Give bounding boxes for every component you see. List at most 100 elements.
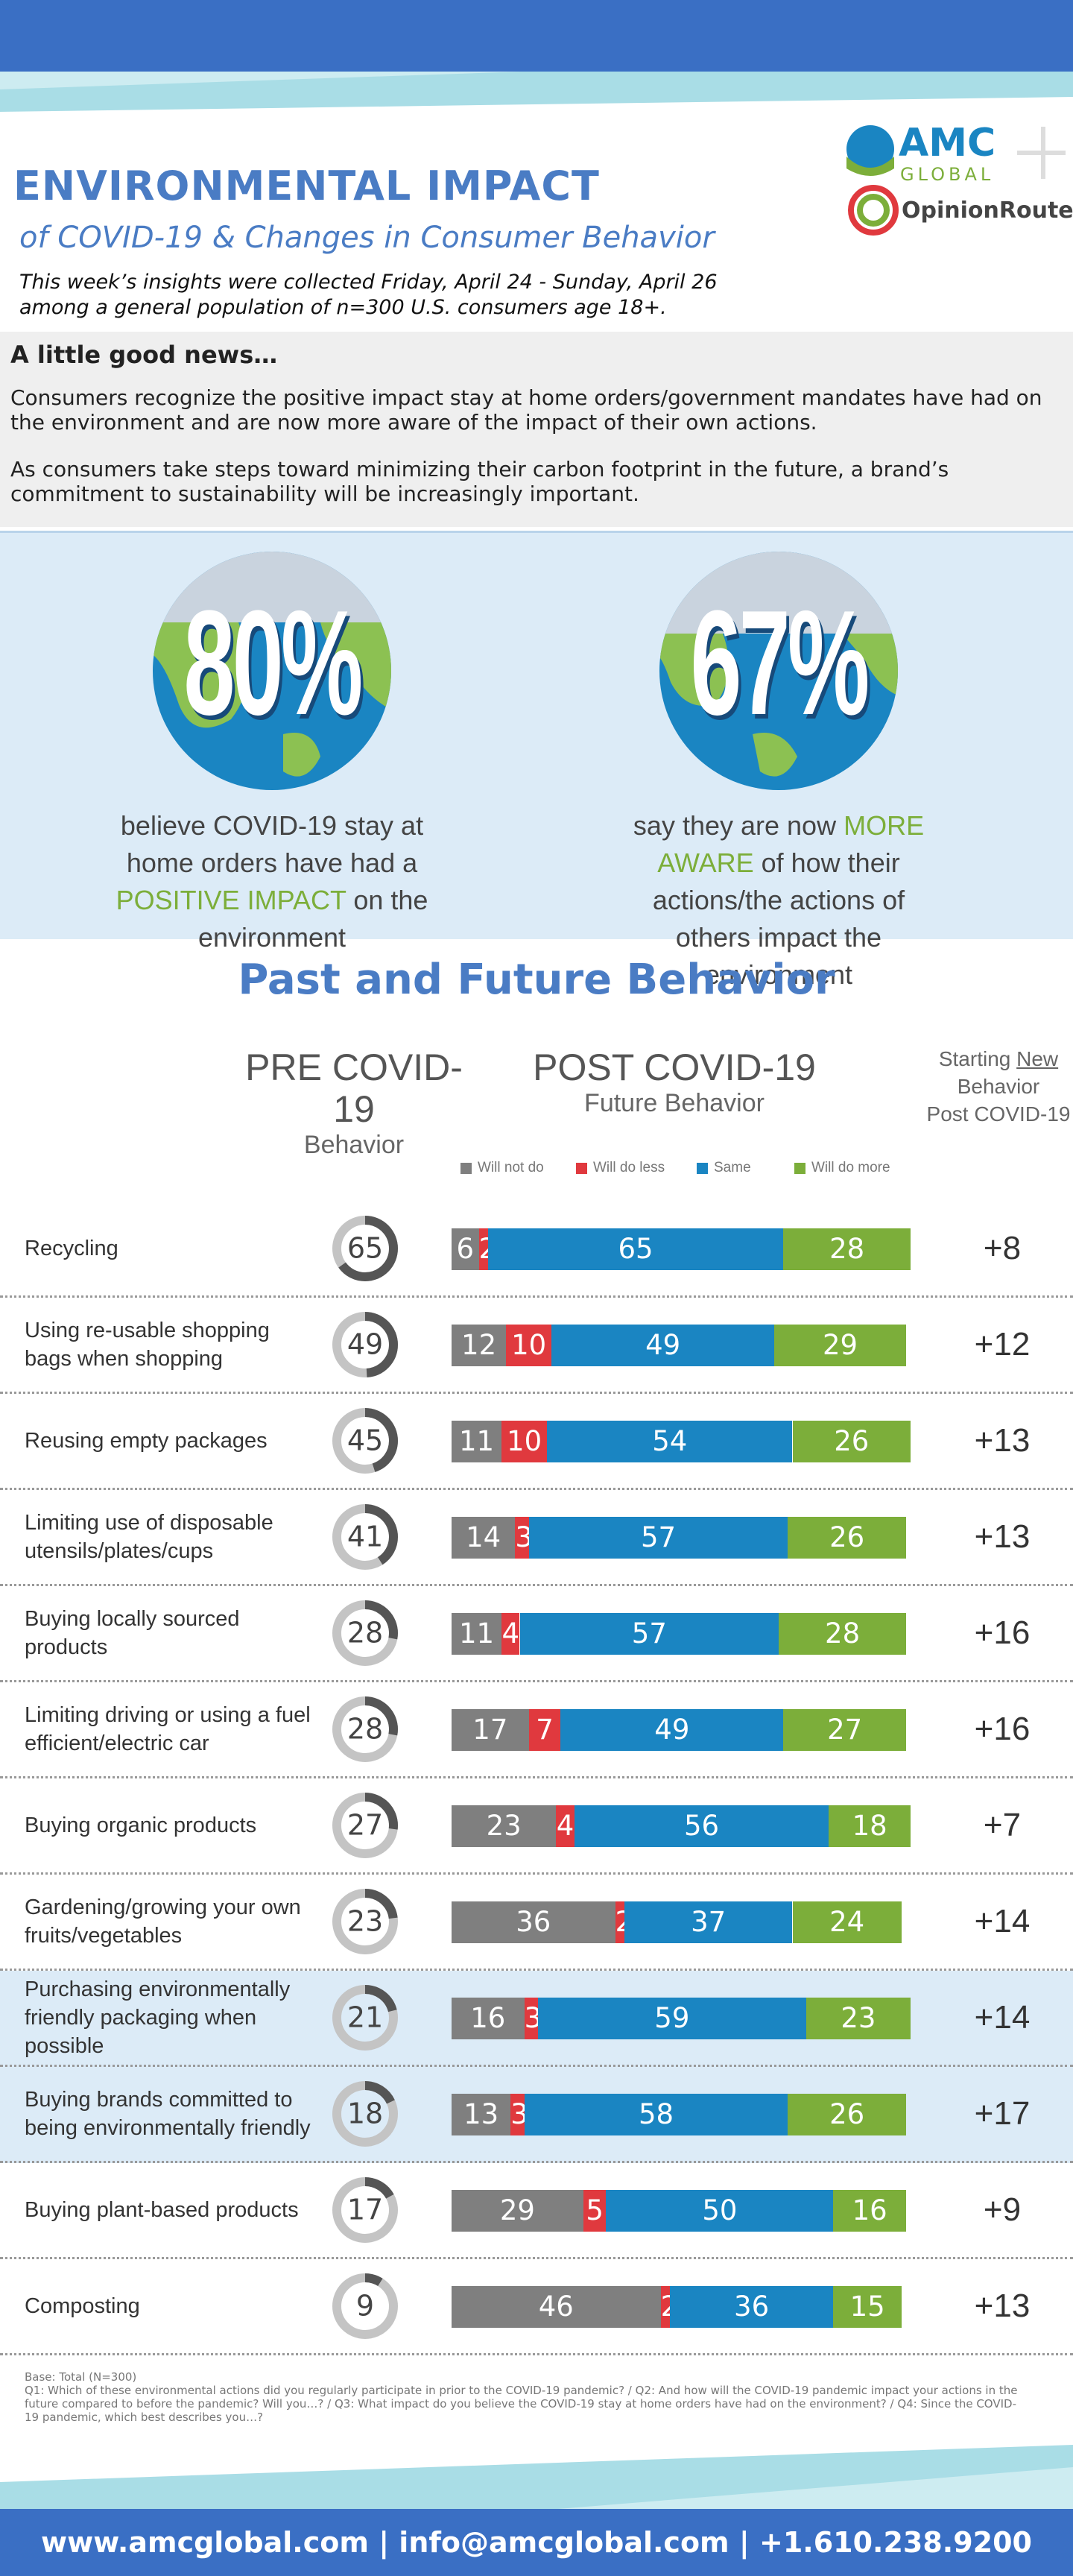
- stat: 67% say they are now MORE AWARE of how t…: [570, 533, 987, 990]
- bar-label: 3: [515, 1521, 533, 1553]
- donut: 27: [332, 1793, 398, 1858]
- logo-amc: AMC: [899, 121, 996, 165]
- bar-segment: [624, 1901, 793, 1943]
- bar-label: 59: [654, 2002, 690, 2034]
- bar-segment: [528, 1517, 788, 1559]
- category-label: Buying brands committed to being environ…: [25, 2088, 311, 2140]
- logo: AMC GLOBAL OpinionRoute: [842, 119, 1073, 239]
- bar-segment: [510, 2094, 525, 2135]
- bar-label: 4: [556, 1810, 575, 1842]
- starting-new-value: +16: [974, 1614, 1031, 1651]
- bar-segment: [547, 1421, 793, 1462]
- bar-label: 28: [825, 1617, 861, 1650]
- starting-new-value: +13: [974, 2288, 1031, 2324]
- bar-label: 10: [511, 1329, 547, 1361]
- bar-segment: [452, 1613, 502, 1655]
- bar-label: 58: [638, 2098, 674, 2130]
- bar-label: 65: [618, 1233, 653, 1265]
- donut-label: 28: [347, 1713, 383, 1746]
- donut-label: 9: [356, 2290, 374, 2323]
- bar-segment: [519, 1613, 779, 1655]
- legend-item: Will do less: [576, 1160, 665, 1176]
- header-sub: Behavior: [303, 1131, 405, 1159]
- donut: 23: [332, 1889, 398, 1954]
- legend-swatch: [460, 1162, 472, 1174]
- bar-segment: [452, 1228, 479, 1270]
- bar-segment: [528, 1709, 561, 1751]
- post-header: POST COVID-19 Future Behavior: [525, 1046, 823, 1118]
- donut: 21: [332, 1985, 398, 2051]
- donut-arc: [332, 2273, 398, 2339]
- bar-segment: [792, 1901, 902, 1943]
- subtitle: of COVID-19 & Changes in Consumer Behavi…: [19, 221, 715, 255]
- row: Gardening/growing your own fruits/vegeta…: [0, 1875, 1073, 1971]
- header-line: Starting New: [924, 1045, 1073, 1073]
- row: Recycling 65 62 65 28 +8: [0, 1202, 1073, 1298]
- donut-arc: [332, 1216, 398, 1281]
- footnote-line: Base: Total (N=300): [25, 2370, 137, 2384]
- donut-label: 18: [347, 2097, 383, 2130]
- bar-label: 49: [645, 1329, 681, 1361]
- category-label: Purchasing environmentally friendly pack…: [25, 1977, 291, 2058]
- donut-label: 45: [347, 1424, 383, 1457]
- donut-label: 23: [347, 1905, 383, 1938]
- donut-arc: [332, 1985, 398, 2051]
- donut-label: 41: [347, 1521, 383, 1553]
- bar-segment: [829, 1805, 911, 1847]
- starting-new-value: +14: [974, 1999, 1031, 2036]
- note: This week’s insights were collected Frid…: [19, 270, 718, 321]
- bar-label: 36: [734, 2291, 770, 2323]
- starting-header: Starting New Behavior Post COVID-19: [924, 1045, 1073, 1128]
- row: Buying plant-based products 17 29 5 50 16 +9: [0, 2163, 1073, 2259]
- bar-segment: [615, 1901, 624, 1943]
- bar-label: 24: [829, 1906, 865, 1938]
- header-line: Behavior: [957, 1075, 1040, 1098]
- note-line: among a general population of n=300 U.S.…: [19, 296, 667, 319]
- donut: 9: [332, 2273, 398, 2339]
- globe: [153, 552, 391, 790]
- category-label: Limiting use of disposable utensils/plat…: [25, 1511, 273, 1563]
- donut-label: 21: [347, 2001, 383, 2034]
- bar-segment: [452, 1805, 557, 1847]
- legend: Will not do Will do less Same Will do more: [0, 1160, 1073, 1182]
- row: Reusing empty packages 45 11 10 54 26 +13: [0, 1394, 1073, 1490]
- bar-label: 26: [829, 2098, 865, 2130]
- intro: A little good news… Consumers recognize …: [0, 332, 1073, 527]
- pre-header: PRE COVID-19 Behavior: [242, 1046, 466, 1160]
- donut-arc: [332, 1600, 398, 1666]
- starting-new-value: +7: [983, 1807, 1022, 1843]
- bar-label: 11: [459, 1617, 495, 1650]
- bar-segment: [833, 2286, 902, 2328]
- globe: [659, 552, 898, 790]
- donut-label: 28: [347, 1617, 383, 1650]
- bar-segment: [583, 2190, 607, 2232]
- legend-swatch: [794, 1162, 805, 1174]
- bar-label: 16: [470, 2002, 506, 2034]
- intro-paragraph: Consumers recognize the positive impact …: [10, 385, 1042, 435]
- category-label: Buying organic products: [25, 1813, 257, 1837]
- bar-label: 49: [654, 1714, 690, 1746]
- category-label: Limiting driving or using a fuel efficie…: [25, 1703, 311, 1755]
- donut-label: 65: [347, 1232, 383, 1265]
- header-line: Post COVID-19: [926, 1102, 1071, 1126]
- bar-segment: [524, 1998, 538, 2039]
- category-label: Recycling: [25, 1237, 118, 1260]
- intro-heading: A little good news…: [10, 341, 278, 369]
- bar-label: 23: [841, 2002, 876, 2034]
- bar-label: 56: [683, 1810, 720, 1842]
- category-label: Gardening/growing your own fruits/vegeta…: [25, 1895, 301, 1948]
- starting-new-value: +13: [974, 1422, 1031, 1459]
- bar-segment: [452, 1709, 529, 1751]
- row: Limiting use of disposable utensils/plat…: [0, 1490, 1073, 1586]
- bar-label: 5: [586, 2194, 604, 2226]
- bar-segment: [452, 2190, 583, 2232]
- bar-label: 54: [652, 1425, 688, 1457]
- stat-caption: say they are now MORE AWARE of how their…: [615, 807, 943, 994]
- donut: 17: [332, 2177, 398, 2243]
- donut-arc: [332, 1889, 398, 1954]
- note-line: This week’s insights were collected Frid…: [19, 271, 718, 294]
- bar-label: 10: [507, 1425, 542, 1457]
- bar-segment: [783, 1228, 911, 1270]
- donut: 45: [332, 1408, 398, 1474]
- bar-label: 46: [538, 2291, 574, 2323]
